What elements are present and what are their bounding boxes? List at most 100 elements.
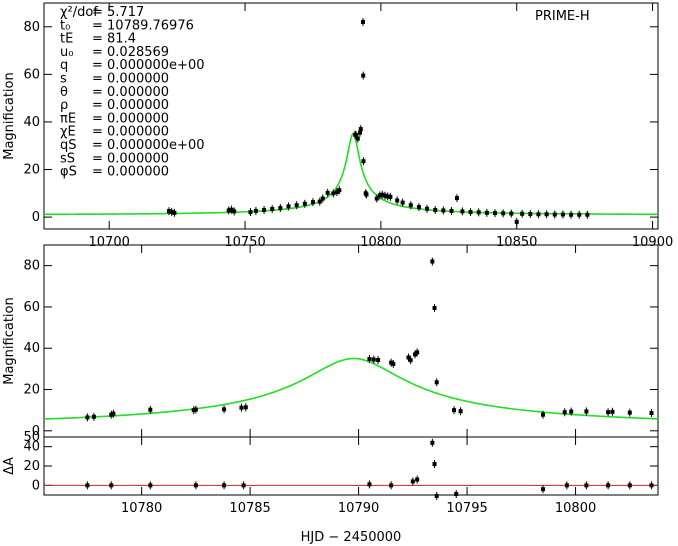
data-point (627, 410, 632, 415)
data-point (449, 208, 454, 213)
data-point (241, 483, 246, 488)
data-point (286, 204, 291, 209)
param-label: θ (60, 85, 68, 100)
x-tick-label: 10750 (224, 235, 265, 250)
x-tick-label: 10800 (555, 501, 596, 516)
data-point (358, 127, 363, 132)
data-point (270, 207, 275, 212)
data-point (544, 212, 549, 217)
data-point (552, 212, 557, 217)
data-point (536, 212, 541, 217)
middle-panel-frame (43, 244, 659, 438)
data-point (377, 193, 382, 198)
data-point (433, 207, 438, 212)
y-tick-label: 0 (32, 478, 40, 493)
data-point (649, 483, 654, 488)
data-point (166, 209, 171, 214)
param-value: = 0.000000e+00 (92, 58, 205, 73)
y-tick-label: 0 (32, 424, 40, 439)
data-point (649, 411, 654, 416)
y-tick-label: 40 (23, 440, 40, 455)
data-point (367, 482, 372, 487)
y-tick-label: 20 (23, 383, 40, 398)
data-point (610, 409, 615, 414)
param-label: q (60, 58, 68, 73)
param-label: χE (60, 125, 76, 140)
data-point (253, 208, 258, 213)
data-point (226, 208, 231, 213)
data-point (302, 201, 307, 206)
param-label: s (60, 72, 67, 87)
data-point (85, 415, 90, 420)
data-point (331, 191, 336, 196)
y-tick-label: 20 (23, 163, 40, 178)
chart-title: PRIME-H (535, 9, 590, 24)
data-point (458, 409, 463, 414)
y-tick-label: 80 (23, 259, 40, 274)
data-point (172, 210, 177, 215)
param-value: = 0.000000 (92, 125, 169, 140)
data-point (111, 411, 116, 416)
data-point (569, 212, 574, 217)
x-tick-label: 10785 (229, 501, 270, 516)
y-tick-label: 0 (32, 210, 40, 225)
top-data-points (166, 18, 590, 226)
data-point (193, 407, 198, 412)
data-point (91, 414, 96, 419)
data-point (193, 483, 198, 488)
data-point (361, 73, 366, 78)
data-point (317, 199, 322, 204)
data-point (434, 380, 439, 385)
data-point (371, 357, 376, 362)
data-point (410, 479, 415, 484)
param-value: = 0.000000e+00 (92, 138, 205, 153)
top-ylabel: Magnification (2, 72, 17, 160)
data-point (406, 355, 411, 360)
param-label: φS (60, 165, 77, 180)
x-tick-label: 10780 (121, 501, 162, 516)
data-point (434, 493, 439, 498)
data-point (191, 408, 196, 413)
data-point (360, 20, 365, 25)
data-point (389, 483, 394, 488)
param-value: = 10789.76976 (92, 18, 194, 33)
data-point (468, 210, 473, 215)
x-tick-label: 10795 (446, 501, 487, 516)
data-point (564, 483, 569, 488)
data-point (361, 159, 366, 164)
data-point (320, 196, 325, 201)
data-point (528, 212, 533, 217)
middle-ylabel: Magnification (2, 297, 17, 385)
data-point (334, 190, 339, 195)
data-point (430, 259, 435, 264)
middle-model-curve (43, 357, 659, 420)
data-point (627, 483, 632, 488)
data-point (374, 196, 379, 201)
data-point (310, 200, 315, 205)
data-point (380, 192, 385, 197)
data-point (541, 412, 546, 417)
param-label: ρ (60, 98, 68, 113)
y-tick-label: 20 (23, 459, 40, 474)
x-tick-label: 10700 (89, 235, 130, 250)
data-point (262, 207, 267, 212)
data-point (454, 492, 459, 497)
y-tick-label: 40 (23, 341, 40, 356)
middle-axes: 0 20 40 60 80 (23, 245, 658, 439)
data-point (337, 188, 342, 193)
param-value: = 0.000000 (92, 165, 169, 180)
data-point (385, 194, 390, 199)
top-panel-frame (43, 2, 659, 230)
data-point (148, 483, 153, 488)
data-point (294, 203, 299, 208)
data-point (501, 211, 506, 216)
data-point (355, 136, 360, 141)
data-point (395, 198, 400, 203)
y-tick-label: 60 (23, 300, 40, 315)
x-tick-label: 10800 (360, 235, 401, 250)
data-point (367, 356, 372, 361)
model-line (43, 357, 659, 420)
data-point (376, 357, 381, 362)
